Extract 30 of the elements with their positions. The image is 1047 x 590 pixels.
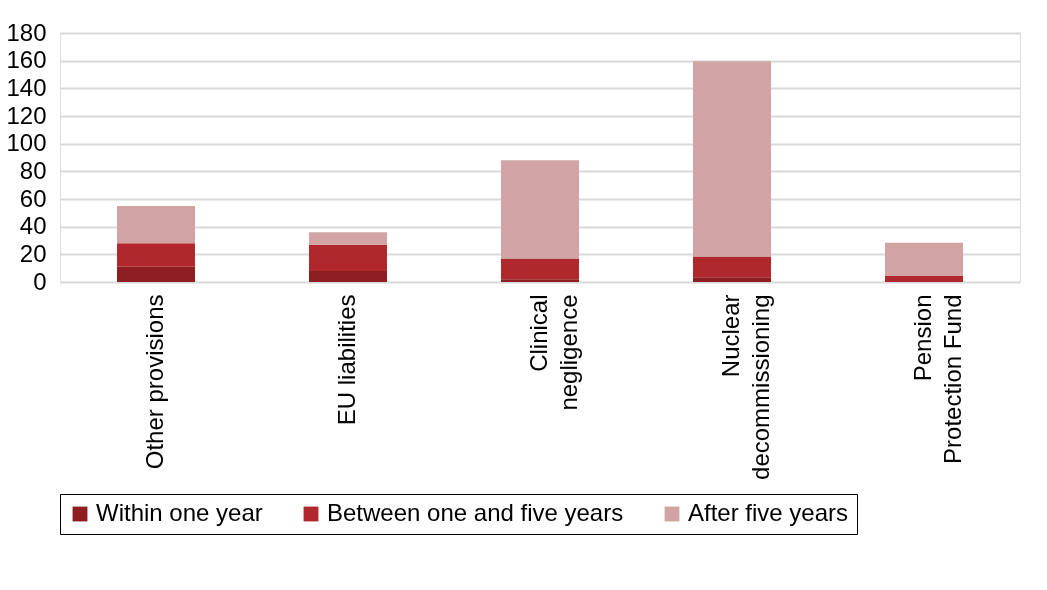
bar [501,279,579,282]
y-tick-label: 80 [19,156,47,184]
x-tick-label: Other provisions [141,294,168,470]
x-tick-label: EU liabilities [333,294,360,426]
y-tick-label: 0 [33,267,47,295]
x-tick-label: Clinical negligence [525,294,582,411]
legend-label: After five years [688,499,849,526]
legend-label: Between one and five years [327,499,624,526]
bar [309,244,387,271]
y-tick-label: 100 [6,129,47,157]
y-tick-label: 140 [6,73,47,101]
y-tick-label: 20 [19,239,47,267]
bar [309,232,387,245]
bar [693,277,771,282]
bar [117,266,195,282]
y-tick-label: 180 [6,18,47,46]
bar [693,256,771,278]
bar [885,276,963,282]
bar [501,258,579,280]
bar [885,242,963,277]
bar [117,243,195,267]
y-tick-label: 120 [6,101,47,129]
bar [309,270,387,282]
bar [501,160,579,259]
y-tick-label: 160 [6,46,47,74]
legend-label: Within one year [96,499,263,526]
y-tick-label: 40 [19,212,47,240]
y-tick-label: 60 [19,184,47,212]
bar [117,205,195,244]
bar [693,61,771,257]
